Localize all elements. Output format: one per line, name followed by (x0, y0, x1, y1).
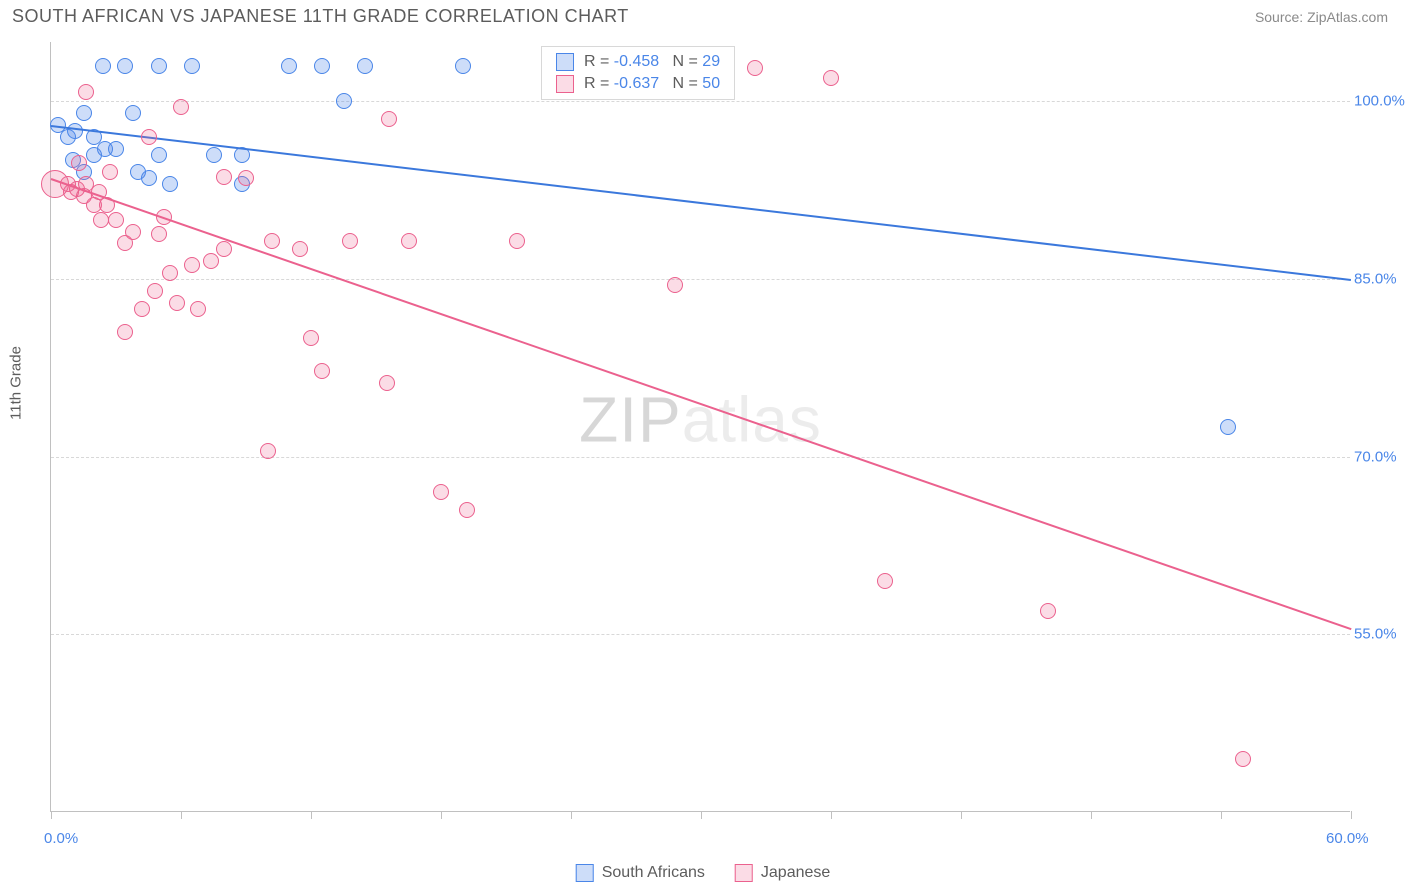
gridline (51, 634, 1350, 635)
stats-legend-row: R = -0.637 N = 50 (556, 75, 720, 93)
data-point-south_africans (76, 105, 92, 121)
y-tick-label: 70.0% (1354, 448, 1406, 465)
data-point-japanese (184, 257, 200, 273)
gridline (51, 101, 1350, 102)
data-point-south_africans (206, 147, 222, 163)
trend-line-south_africans (51, 125, 1351, 281)
data-point-japanese (381, 111, 397, 127)
x-tick (1351, 811, 1352, 819)
data-point-south_africans (108, 141, 124, 157)
data-point-south_africans (95, 58, 111, 74)
stats-legend-row: R = -0.458 N = 29 (556, 53, 720, 71)
data-point-japanese (162, 265, 178, 281)
data-point-japanese (509, 233, 525, 249)
data-point-japanese (459, 502, 475, 518)
data-point-japanese (303, 330, 319, 346)
data-point-japanese (379, 375, 395, 391)
data-point-south_africans (336, 93, 352, 109)
x-tick (701, 811, 702, 819)
gridline (51, 279, 1350, 280)
trend-line-japanese (51, 178, 1352, 630)
gridline (51, 457, 1350, 458)
x-tick (961, 811, 962, 819)
data-point-japanese (1235, 751, 1251, 767)
data-point-south_africans (184, 58, 200, 74)
legend-swatch-icon (556, 53, 574, 71)
x-tick (181, 811, 182, 819)
data-point-japanese (314, 363, 330, 379)
y-tick-label: 85.0% (1354, 270, 1406, 287)
data-point-japanese (264, 233, 280, 249)
data-point-japanese (667, 277, 683, 293)
data-point-japanese (433, 484, 449, 500)
data-point-japanese (877, 573, 893, 589)
data-point-japanese (216, 241, 232, 257)
data-point-japanese (71, 155, 87, 171)
data-point-japanese (823, 70, 839, 86)
watermark: ZIPatlas (579, 382, 822, 456)
x-tick (571, 811, 572, 819)
data-point-japanese (260, 443, 276, 459)
data-point-south_africans (141, 170, 157, 186)
data-point-japanese (125, 224, 141, 240)
data-point-japanese (203, 253, 219, 269)
legend-item: Japanese (735, 864, 830, 882)
x-tick (441, 811, 442, 819)
data-point-japanese (117, 324, 133, 340)
data-point-japanese (342, 233, 358, 249)
data-point-south_africans (162, 176, 178, 192)
data-point-japanese (401, 233, 417, 249)
data-point-south_africans (67, 123, 83, 139)
stats-legend-text: R = -0.637 N = 50 (584, 75, 720, 93)
source-attribution: Source: ZipAtlas.com (1255, 9, 1388, 25)
data-point-south_africans (117, 58, 133, 74)
x-tick (1091, 811, 1092, 819)
y-axis-title: 11th Grade (8, 346, 25, 420)
data-point-japanese (134, 301, 150, 317)
x-tick (51, 811, 52, 819)
x-axis-min-label: 0.0% (44, 830, 78, 847)
data-point-japanese (238, 170, 254, 186)
legend-label: South Africans (602, 864, 705, 882)
data-point-japanese (141, 129, 157, 145)
legend-swatch-icon (735, 864, 753, 882)
x-axis-max-label: 60.0% (1326, 830, 1369, 847)
legend-swatch-icon (576, 864, 594, 882)
y-tick-label: 55.0% (1354, 626, 1406, 643)
data-point-south_africans (151, 58, 167, 74)
legend-label: Japanese (761, 864, 830, 882)
data-point-south_africans (357, 58, 373, 74)
data-point-japanese (747, 60, 763, 76)
data-point-south_africans (1220, 419, 1236, 435)
x-tick (1221, 811, 1222, 819)
stats-legend-text: R = -0.458 N = 29 (584, 53, 720, 71)
data-point-south_africans (314, 58, 330, 74)
data-point-japanese (102, 164, 118, 180)
data-point-japanese (292, 241, 308, 257)
scatter-chart: ZIPatlas 100.0%85.0%70.0%55.0%R = -0.458… (50, 42, 1350, 812)
legend-swatch-icon (556, 75, 574, 93)
data-point-south_africans (455, 58, 471, 74)
y-tick-label: 100.0% (1354, 93, 1406, 110)
series-legend: South Africans Japanese (576, 864, 831, 882)
legend-item: South Africans (576, 864, 705, 882)
data-point-japanese (93, 212, 109, 228)
data-point-japanese (1040, 603, 1056, 619)
x-tick (831, 811, 832, 819)
data-point-japanese (173, 99, 189, 115)
data-point-japanese (108, 212, 124, 228)
data-point-south_africans (151, 147, 167, 163)
data-point-japanese (216, 169, 232, 185)
chart-title: SOUTH AFRICAN VS JAPANESE 11TH GRADE COR… (12, 6, 629, 27)
data-point-japanese (151, 226, 167, 242)
data-point-south_africans (281, 58, 297, 74)
stats-legend: R = -0.458 N = 29 R = -0.637 N = 50 (541, 46, 735, 100)
data-point-japanese (190, 301, 206, 317)
x-tick (311, 811, 312, 819)
data-point-japanese (169, 295, 185, 311)
data-point-japanese (147, 283, 163, 299)
data-point-south_africans (125, 105, 141, 121)
data-point-japanese (78, 84, 94, 100)
